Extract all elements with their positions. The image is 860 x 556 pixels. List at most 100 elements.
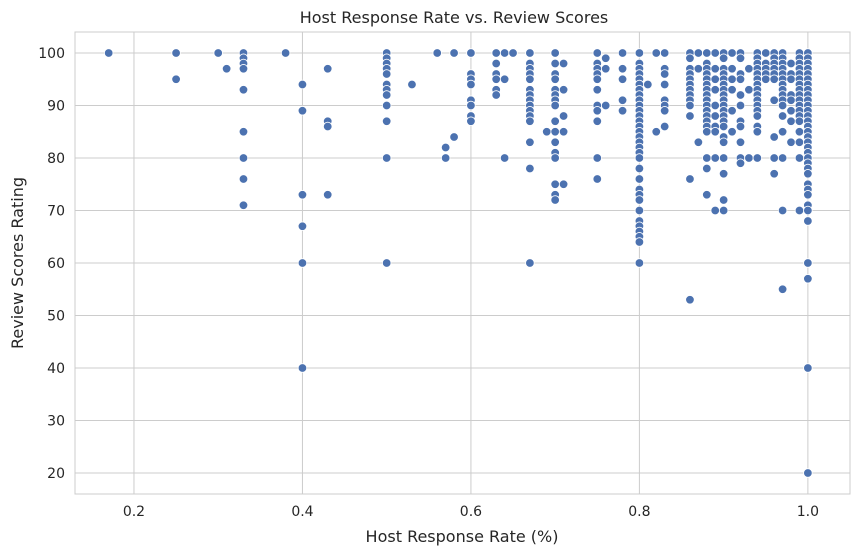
data-point	[718, 53, 729, 63]
data-point	[407, 79, 417, 90]
data-point	[735, 53, 746, 63]
data-point	[525, 48, 535, 58]
data-point	[803, 205, 813, 216]
x-axis-title: Host Response Rate (%)	[366, 527, 559, 546]
data-point	[171, 48, 181, 58]
data-point	[238, 200, 249, 210]
data-point	[777, 205, 788, 216]
data-point	[550, 48, 560, 58]
data-point	[617, 48, 628, 58]
chart-title: Host Response Rate vs. Review Scores	[300, 8, 609, 27]
data-point	[718, 121, 729, 132]
data-point	[558, 127, 569, 137]
data-point	[702, 190, 712, 200]
data-point	[491, 48, 501, 58]
data-point	[685, 100, 695, 111]
data-point	[769, 95, 779, 105]
data-point	[803, 468, 813, 478]
data-point	[651, 127, 661, 137]
data-point	[491, 74, 501, 84]
data-point	[491, 90, 501, 100]
data-point	[786, 58, 796, 69]
data-point	[550, 127, 560, 137]
data-point	[499, 153, 510, 163]
data-point	[525, 163, 535, 174]
data-point	[794, 116, 805, 126]
data-point	[803, 274, 813, 284]
data-point	[735, 137, 746, 147]
data-point	[617, 74, 628, 84]
data-point	[769, 132, 779, 142]
data-point	[634, 237, 645, 247]
data-point	[777, 111, 788, 121]
data-point	[634, 195, 645, 205]
data-point	[617, 95, 628, 105]
data-point	[550, 116, 560, 126]
data-point	[761, 48, 771, 58]
data-point	[525, 258, 535, 268]
data-point	[710, 48, 720, 58]
data-point	[381, 90, 392, 100]
data-point	[499, 48, 510, 58]
data-point	[727, 74, 737, 84]
data-point	[280, 48, 291, 58]
data-point	[297, 363, 308, 373]
data-point	[710, 111, 720, 121]
data-point	[752, 153, 763, 163]
y-tick-label: 20	[47, 466, 65, 482]
data-point	[693, 64, 704, 74]
data-point	[103, 48, 114, 58]
data-point	[634, 153, 645, 163]
data-point	[702, 127, 712, 137]
data-point	[803, 169, 813, 179]
data-point	[634, 48, 645, 58]
data-point	[752, 127, 763, 137]
x-tick-label: 0.6	[460, 504, 482, 520]
data-point	[601, 100, 611, 111]
data-point	[685, 174, 695, 184]
grid	[75, 32, 850, 494]
data-point	[718, 137, 729, 147]
data-point	[659, 79, 670, 90]
data-point	[777, 100, 788, 111]
data-point	[491, 58, 501, 69]
data-point	[718, 205, 729, 216]
y-tick-label: 40	[47, 361, 65, 377]
data-point	[550, 58, 560, 69]
data-point	[777, 153, 788, 163]
data-point	[213, 48, 223, 58]
data-point	[508, 48, 518, 58]
data-point	[735, 90, 746, 100]
data-point	[727, 127, 737, 137]
data-point	[466, 79, 476, 90]
data-point	[297, 258, 308, 268]
data-point	[659, 106, 670, 116]
data-point	[710, 74, 720, 84]
data-point	[718, 153, 729, 163]
data-point	[685, 111, 695, 121]
data-point	[777, 127, 788, 137]
y-tick-label: 50	[47, 309, 65, 325]
data-point	[659, 48, 670, 58]
data-point	[466, 48, 476, 58]
data-point	[735, 158, 746, 168]
data-point	[617, 64, 628, 74]
data-point	[702, 153, 712, 163]
data-point	[238, 127, 249, 137]
data-point	[786, 106, 796, 116]
data-point	[769, 153, 779, 163]
data-point	[297, 221, 308, 231]
y-tick-label: 60	[47, 256, 65, 272]
data-point	[752, 111, 763, 121]
data-point	[592, 106, 602, 116]
data-point	[710, 85, 720, 95]
x-tick-labels: 0.2 0.4 0.6 0.8 1.0	[123, 504, 819, 520]
data-point	[381, 153, 392, 163]
data-point	[735, 74, 746, 84]
data-point	[794, 127, 805, 137]
data-point	[499, 74, 510, 84]
data-point	[693, 48, 704, 58]
data-point	[744, 153, 754, 163]
data-point	[769, 74, 779, 84]
data-point	[466, 116, 476, 126]
